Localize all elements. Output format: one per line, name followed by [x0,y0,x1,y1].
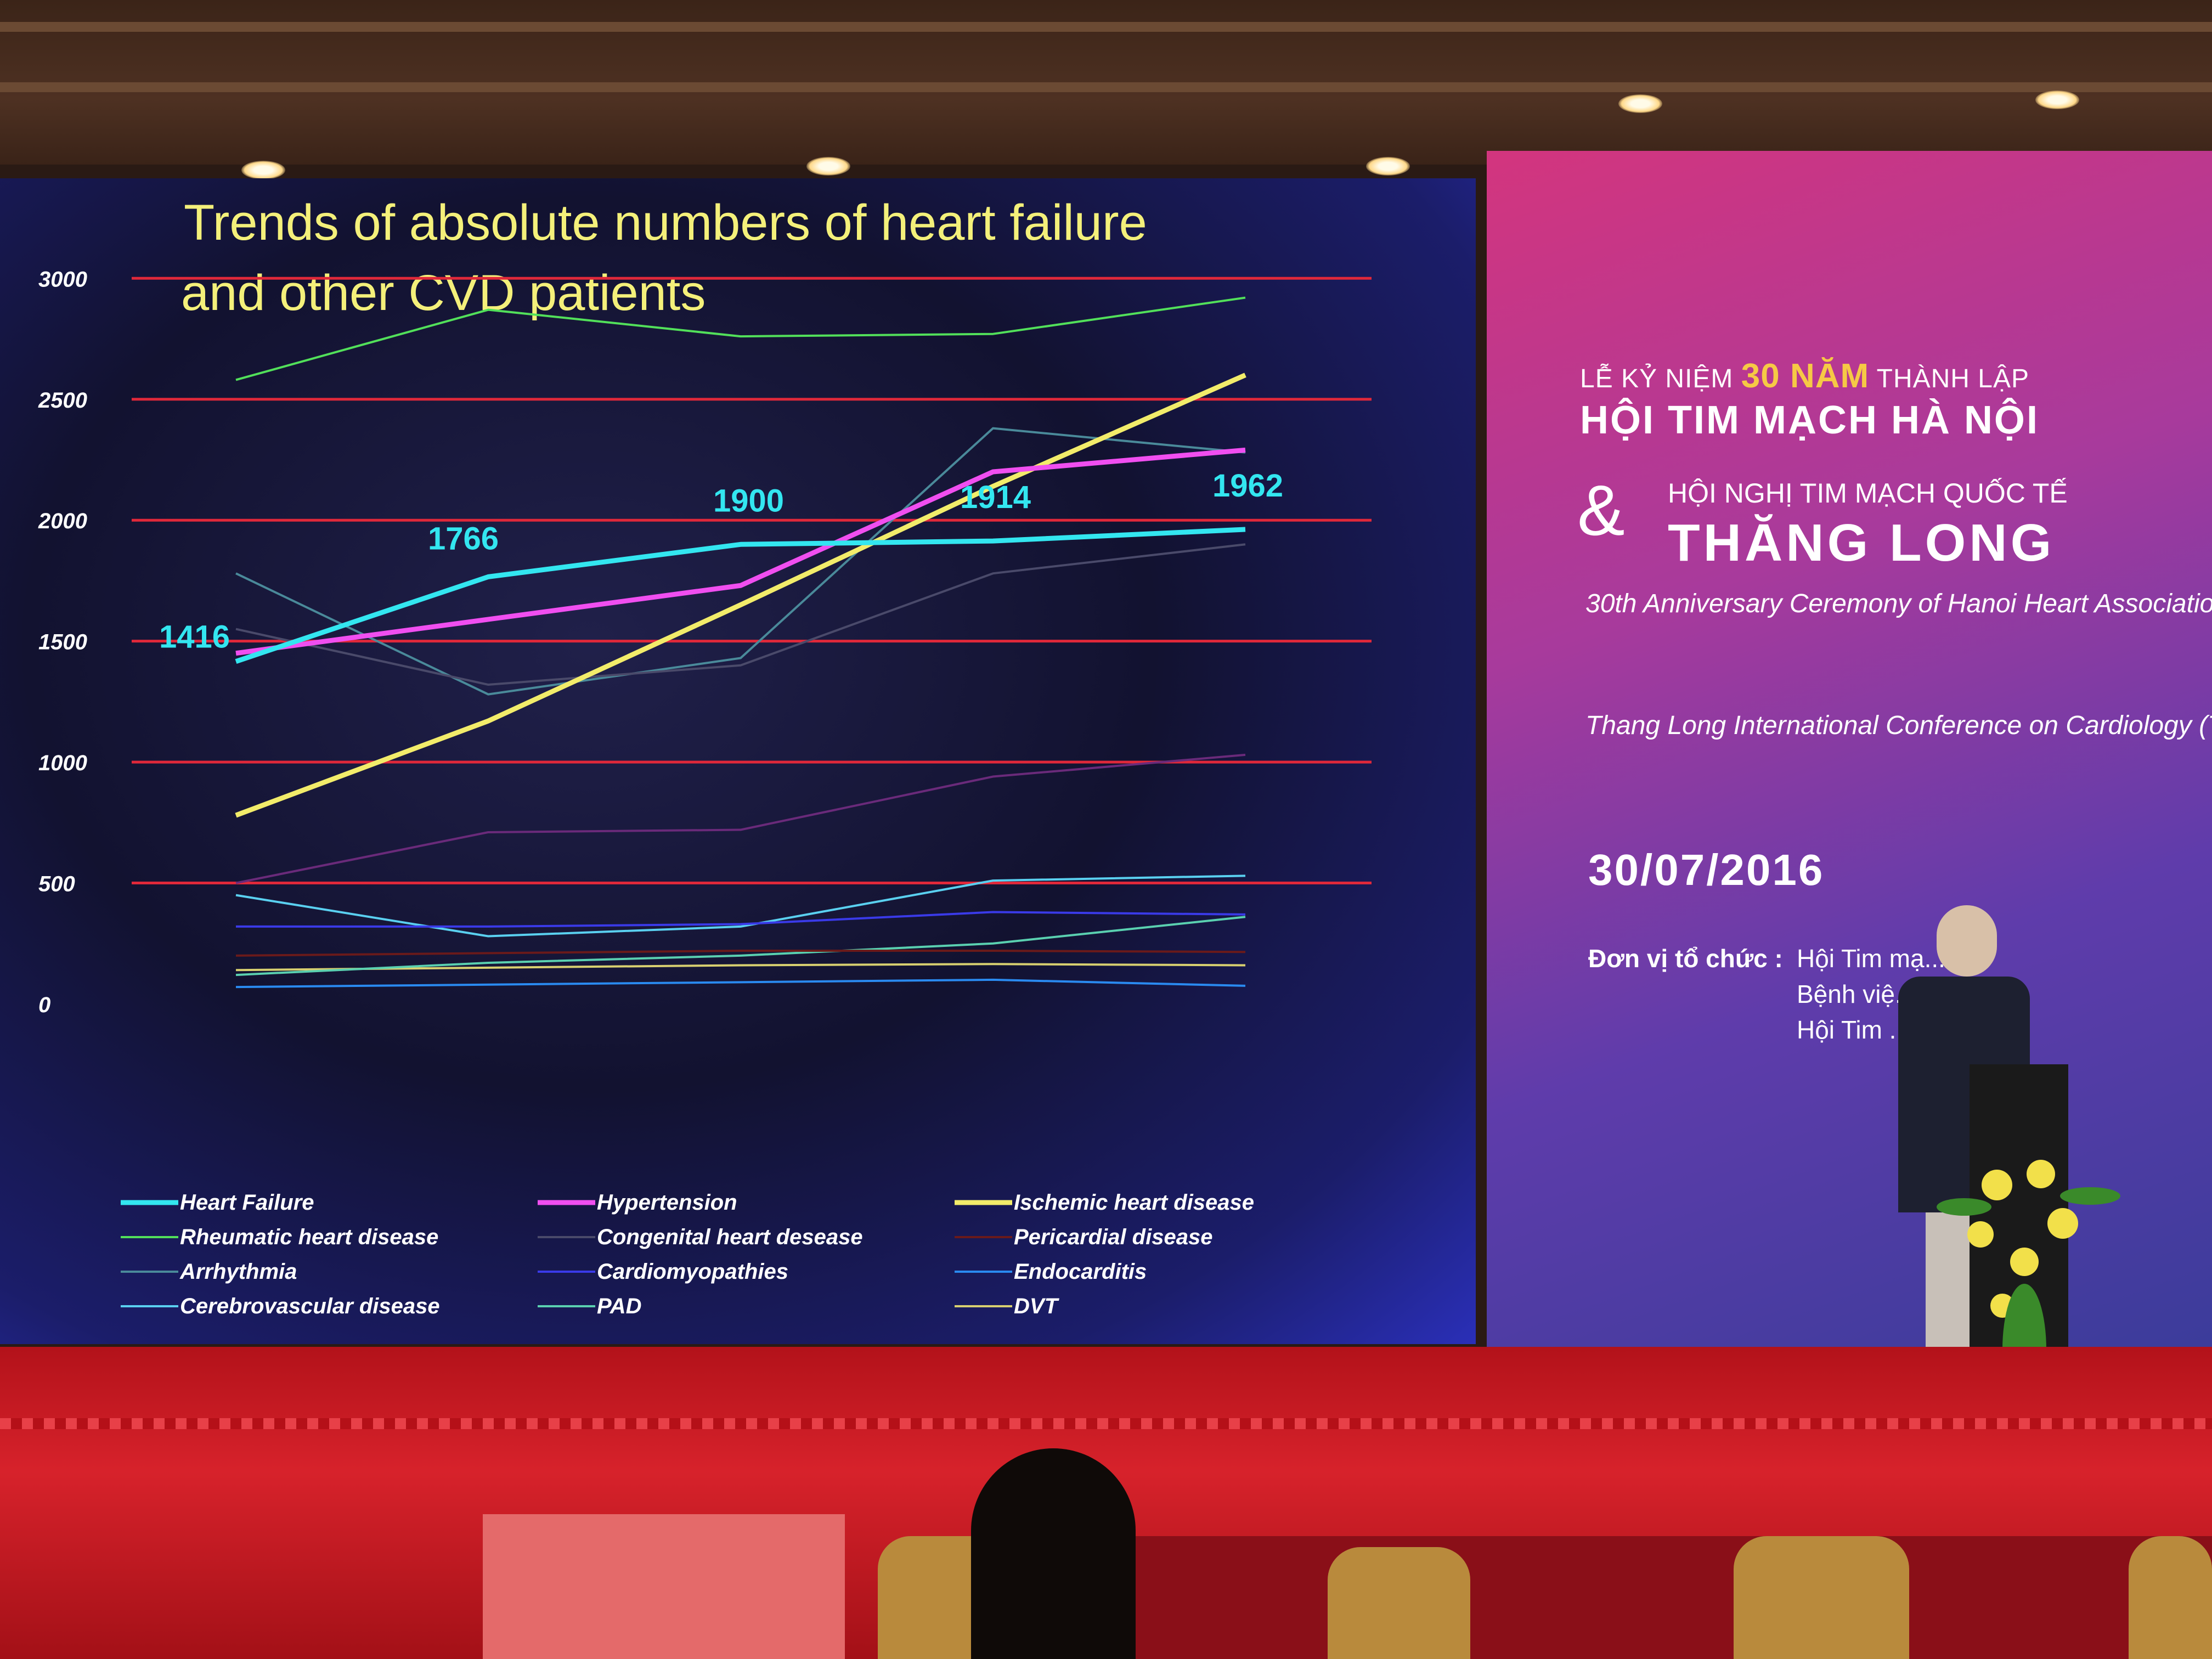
series-line-dvt [235,963,1246,972]
y-tick-label: 3000 [38,267,87,291]
series-line-rheumatic-heart-disease [235,296,1246,381]
banner-organizer-label: Đơn vị tổ chức : [1588,944,1783,973]
series-line-pad [235,916,1246,977]
chart-title-line-2: and other CVD patients [181,265,706,321]
legend-label: Rheumatic heart disease [180,1225,438,1249]
y-tick-label: 1000 [38,751,87,775]
data-label: 1962 [1212,468,1283,504]
banner-ampersand: & [1577,470,1625,550]
y-tick-label: 2500 [38,388,87,413]
banner-conference: HỘI NGHỊ TIM MẠCH QUỐC TẾ [1668,478,2068,509]
series-line-ischemic-heart-disease [235,373,1246,818]
banner-org-name: HỘI TIM MẠCH HÀ NỘI [1580,398,2039,442]
chart-title-line-1: Trends of absolute numbers of heart fail… [184,195,1147,251]
ceiling [0,0,2212,179]
series-line-arrhythmia [235,427,1246,696]
banner-anniversary: 30th Anniversary Ceremony of Hanoi Heart… [1585,589,2212,618]
legend-label: Endocarditis [1014,1260,1147,1284]
series-line-hypertension [235,447,1246,656]
banner-date: 30/07/2016 [1588,845,1825,894]
series-line-pericardial-disease [235,950,1246,957]
legend-label: Cardiomyopathies [597,1260,788,1284]
legend-label: PAD [597,1294,641,1318]
data-label: 1416 [159,619,230,655]
line-chart: Trends of absolute numbers of heart fail… [38,195,1372,1318]
banner-text: LỄ KỶ NIỆM [1580,364,1734,393]
data-label: 1766 [428,521,499,556]
series-line-endocarditis [235,978,1246,989]
ceiling-light [241,161,285,179]
audience-head [971,1448,1136,1659]
front-table [933,1536,2212,1659]
y-tick-label: 2000 [38,509,87,533]
legend-label: Heart Failure [180,1190,314,1215]
legend-label: Congenital heart desease [597,1225,863,1249]
event-banner: LỄ KỶ NIỆM 30 NĂM THÀNH LẬP HỘI TIM MẠCH… [1487,151,2212,1369]
ceiling-light [1366,157,1410,176]
chair [1328,1547,1470,1659]
banner-conference-name: THĂNG LONG [1668,514,2055,572]
legend-label: Cerebrovascular disease [180,1294,440,1318]
legend-label: Ischemic heart disease [1014,1190,1254,1215]
legend-label: Hypertension [597,1190,737,1215]
legend-label: Pericardial disease [1014,1225,1212,1249]
banner-icc: Thang Long International Conference on C… [1585,711,2212,740]
legend-label: Arrhythmia [179,1260,297,1284]
series-line-cerebrovascular-disease [235,874,1246,938]
chair [2129,1536,2212,1659]
y-tick-label: 500 [38,872,75,896]
ceiling-beam [0,82,2212,92]
data-label: 1900 [713,483,784,518]
ceiling-light [806,157,850,176]
speaker-head [1937,905,1997,977]
ceiling-light [1618,94,1662,113]
banner-text: THÀNH LẬP [1876,364,2030,393]
series-line-unlabeled [235,753,1246,884]
data-label: 1914 [960,479,1031,515]
series-line-congenital-heart-desease [235,543,1246,686]
series-line-cardiomyopathies [236,911,1246,928]
pink-box [483,1514,845,1659]
stage-fringe [0,1418,2212,1429]
chair [1734,1536,1909,1659]
banner-highlight: 30 NĂM [1741,357,1870,395]
legend-label: DVT [1014,1294,1060,1318]
ceiling-light [2035,91,2079,109]
y-tick-label: 0 [38,993,50,1017]
ceiling-beam [0,22,2212,32]
banner-organizer-2: Bệnh việ... [1797,980,1916,1008]
banner-line-1: LỄ KỶ NIỆM 30 NĂM THÀNH LẬP [1580,357,2029,396]
series-line-heart-failure [235,527,1246,664]
projection-screen: Trends of absolute numbers of heart fail… [0,178,1476,1344]
y-tick-label: 1500 [38,630,87,654]
